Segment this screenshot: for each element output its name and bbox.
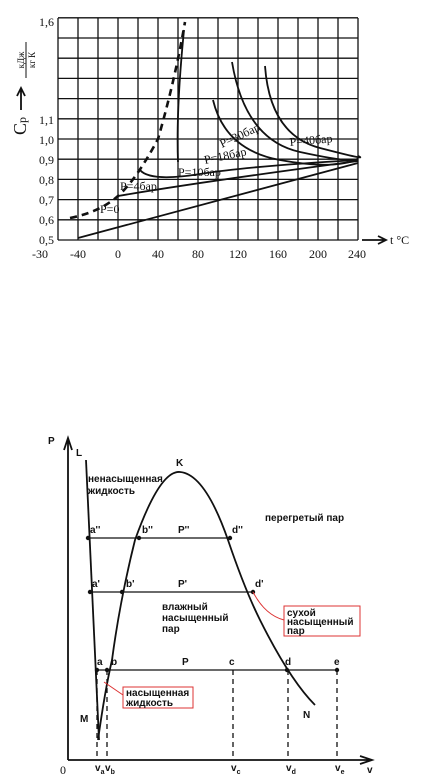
saturation-curve xyxy=(69,21,187,220)
curve-p40 xyxy=(264,65,362,159)
point-label: P xyxy=(182,657,189,668)
box-text: насыщенная xyxy=(126,688,189,699)
connector xyxy=(252,591,285,621)
point-label: P'' xyxy=(178,525,189,536)
curve-p10 xyxy=(139,159,359,179)
x-tick-label: 40 xyxy=(152,247,164,261)
y-ticks: 1,6 1,1 1,0 0,9 0,8 0,7 0,6 0,5 xyxy=(39,15,54,247)
volume-label: vd xyxy=(286,763,296,776)
x-tick-label: 160 xyxy=(269,247,287,261)
x-tick-label: 0 xyxy=(115,247,121,261)
x-tick-label: -40 xyxy=(70,247,86,261)
x-tick-label: -30 xyxy=(32,247,48,261)
points xyxy=(85,535,340,673)
y-tick-label: 0,9 xyxy=(39,153,54,167)
point-label: c xyxy=(229,657,235,668)
curve-p30 xyxy=(231,61,359,161)
point-label: b'' xyxy=(142,525,153,536)
box-text: жидкость xyxy=(125,698,173,709)
curve-branch xyxy=(176,29,185,163)
dashed-verticals xyxy=(96,670,338,758)
point-label: a'' xyxy=(90,525,100,536)
x-ticks: -30 -40 0 40 80 120 160 200 240 xyxy=(32,247,366,261)
axis-v: v xyxy=(367,765,373,776)
grid xyxy=(57,17,359,241)
y-tick-label: 0,8 xyxy=(39,173,54,187)
curve-p4 xyxy=(117,160,359,197)
region-text: жидкость xyxy=(87,486,135,497)
x-tick-label: 240 xyxy=(348,247,366,261)
curve-label: P=4бар xyxy=(120,179,157,193)
y-unit-den: кг К xyxy=(27,51,37,68)
y-tick-label: 0,5 xyxy=(39,233,54,247)
box-text: сухой xyxy=(287,608,316,619)
region-text: насыщенный xyxy=(162,613,228,624)
connector xyxy=(103,681,124,696)
point-label: e xyxy=(334,657,340,668)
label-l: L xyxy=(76,448,82,459)
y-tick-label: 1,6 xyxy=(39,15,54,29)
y-tick-label: 0,6 xyxy=(39,213,54,227)
y-tick-label: 1,1 xyxy=(39,113,54,127)
box-text: насыщенный xyxy=(287,617,353,628)
point-label: a xyxy=(97,657,103,668)
saturation-dome xyxy=(97,471,316,741)
point-label: d' xyxy=(255,579,264,590)
volume-labels: va vb vc vd ve xyxy=(95,763,345,776)
axis-p: P xyxy=(48,436,55,447)
pv-diagram: P v 0 L K M N ненасыщенная жидкость пере… xyxy=(48,435,375,776)
volume-label: vb xyxy=(105,763,115,776)
y-axis-label: Cp xyxy=(10,117,30,135)
label-m: M xyxy=(80,714,88,725)
y-arrow xyxy=(16,85,26,110)
region-text: перегретый пар xyxy=(265,513,344,524)
y-tick-label: 0,7 xyxy=(39,193,54,207)
axes xyxy=(63,435,375,765)
top-chart: P=0 P=4бар P=10бар P=18бар P=30бар P=40б… xyxy=(10,15,409,261)
curve-label: P=40бар xyxy=(289,131,333,149)
curve-p0 xyxy=(77,162,359,239)
isobars xyxy=(88,537,337,671)
volume-label: ve xyxy=(335,763,345,776)
x-axis-label: t °C xyxy=(390,233,409,247)
region-text: влажный xyxy=(162,602,208,613)
label-n: N xyxy=(303,710,310,721)
curve-label: P=0 xyxy=(100,202,119,216)
label-k: K xyxy=(176,458,184,469)
region-text: пар xyxy=(162,624,180,635)
y-tick-label: 1,0 xyxy=(39,133,54,147)
point-label: d'' xyxy=(232,525,243,536)
y-unit-num: кДж xyxy=(16,51,26,69)
x-tick-label: 200 xyxy=(309,247,327,261)
curve-p18 xyxy=(212,99,359,166)
origin: 0 xyxy=(60,763,66,776)
x-tick-label: 80 xyxy=(192,247,204,261)
axis-arrow xyxy=(362,235,389,245)
point-label: b xyxy=(111,657,117,668)
volume-label: va xyxy=(95,763,105,776)
point-label: b' xyxy=(126,579,135,590)
volume-label: vc xyxy=(231,763,241,776)
point-labels: a'' b'' P'' d'' a' b' P' d' a b P c d e xyxy=(90,525,340,668)
box-text: пар xyxy=(287,626,305,637)
x-tick-label: 120 xyxy=(229,247,247,261)
line-l xyxy=(85,459,100,741)
point-label: a' xyxy=(92,579,100,590)
curve-label: P=10бар xyxy=(178,165,221,179)
region-text: ненасыщенная xyxy=(88,474,163,485)
point-label: P' xyxy=(178,579,187,590)
box xyxy=(122,686,194,709)
point-label: d xyxy=(285,657,291,668)
box xyxy=(283,605,361,637)
